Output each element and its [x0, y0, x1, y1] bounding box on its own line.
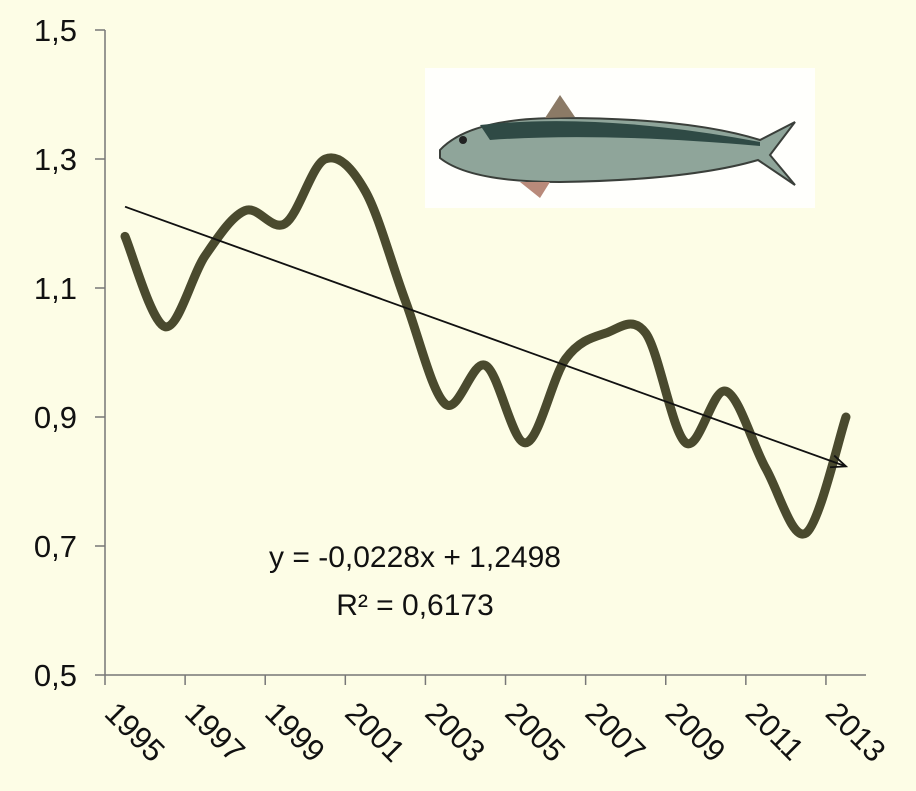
r-squared: R² = 0,6173 [336, 589, 494, 622]
trend-arrowhead [829, 454, 849, 469]
y-tick-label: 1,3 [34, 142, 77, 177]
y-tick-label: 0,5 [34, 658, 77, 693]
fish-illustration [425, 68, 815, 208]
y-tick-label: 0,7 [34, 529, 77, 564]
y-tick-label: 0,9 [34, 400, 77, 435]
trend-equation: y = -0,0228x + 1,2498 [269, 541, 561, 574]
y-tick-label: 1,1 [34, 271, 77, 306]
y-tick-label: 1,5 [34, 13, 77, 48]
trend-line [124, 205, 847, 468]
data-line [120, 153, 851, 539]
